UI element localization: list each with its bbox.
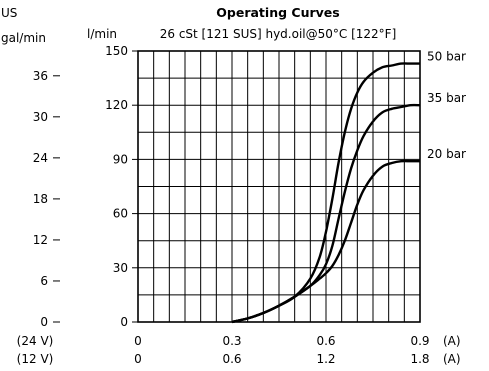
- x-tick-label-24v: 0: [134, 334, 142, 348]
- series-line-20-bar: [231, 159, 420, 324]
- x-tick-label-12v: 0: [134, 352, 142, 366]
- series-label-50-bar: 50 bar: [427, 50, 466, 64]
- y-tick-label-gal: 36: [33, 69, 48, 83]
- gal-unit-top: US: [1, 6, 17, 20]
- axes: 0306090120150061218243036000.30.60.61.20…: [33, 44, 430, 366]
- y-tick-label-lmin: 60: [113, 207, 128, 221]
- x-tick-label-24v: 0.6: [316, 334, 335, 348]
- x-unit-a-12v: (A): [443, 352, 461, 366]
- x-label-24v: (24 V): [17, 334, 54, 348]
- y-tick-label-lmin: 120: [105, 98, 128, 112]
- x-tick-label-12v: 1.8: [410, 352, 429, 366]
- y-tick-label-gal: 12: [33, 233, 48, 247]
- series-layer: 50 bar 35 bar 20 bar: [231, 50, 466, 324]
- y-tick-label-gal: 0: [40, 315, 48, 329]
- y-tick-label-lmin: 0: [120, 315, 128, 329]
- chart-title: Operating Curves: [216, 5, 339, 20]
- y-tick-label-gal: 24: [33, 151, 48, 165]
- x-unit-a-24v: (A): [443, 334, 461, 348]
- lmin-unit: l/min: [87, 27, 117, 41]
- x-tick-label-24v: 0.9: [410, 334, 429, 348]
- chart-subtitle: 26 cSt [121 SUS] hyd.oil@50°C [122°F]: [160, 27, 397, 41]
- x-tick-label-12v: 1.2: [316, 352, 335, 366]
- plot-frame: [137, 50, 421, 323]
- x-label-12v: (12 V): [17, 352, 54, 366]
- x-tick-label-12v: 0.6: [222, 352, 241, 366]
- series-label-20-bar: 20 bar: [427, 147, 466, 161]
- gal-unit-bottom: gal/min: [1, 31, 46, 45]
- y-tick-label-gal: 6: [40, 274, 48, 288]
- y-tick-label-gal: 30: [33, 110, 48, 124]
- grid: [137, 50, 421, 323]
- series-label-35-bar: 35 bar: [427, 91, 466, 105]
- y-tick-label-lmin: 30: [113, 261, 128, 275]
- y-tick-label-gal: 18: [33, 192, 48, 206]
- y-tick-label-lmin: 90: [113, 152, 128, 166]
- y-tick-label-lmin: 150: [105, 44, 128, 58]
- x-tick-label-24v: 0.3: [222, 334, 241, 348]
